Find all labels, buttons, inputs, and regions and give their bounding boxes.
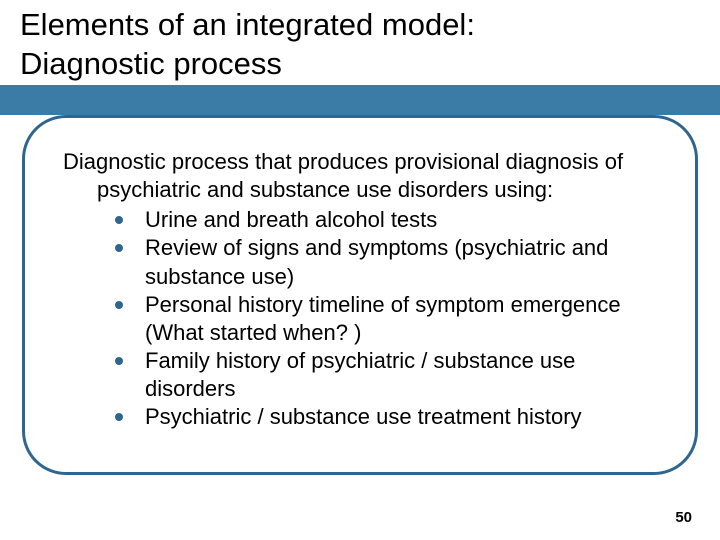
bullet-text: Review of signs and symptoms (psychiatri… [145, 235, 608, 288]
title-line-1: Elements of an integrated model: [20, 7, 475, 42]
title-accent-bar [0, 85, 720, 115]
title-region: Elements of an integrated model: Diagnos… [0, 0, 720, 120]
bullet-text: Personal history timeline of symptom eme… [145, 292, 621, 345]
bullet-text: Urine and breath alcohol tests [145, 207, 437, 232]
content-box: Diagnostic process that produces provisi… [22, 115, 698, 475]
intro-line-2: psychiatric and substance use disorders … [63, 177, 553, 202]
bullet-list: Urine and breath alcohol tests Review of… [61, 206, 665, 431]
list-item: Family history of psychiatric / substanc… [115, 347, 665, 403]
title-line-2: Diagnostic process [20, 46, 282, 81]
list-item: Urine and breath alcohol tests [115, 206, 665, 234]
list-item: Psychiatric / substance use treatment hi… [115, 403, 665, 431]
intro-text: Diagnostic process that produces provisi… [61, 148, 665, 204]
bullet-text: Psychiatric / substance use treatment hi… [145, 404, 582, 429]
list-item: Personal history timeline of symptom eme… [115, 291, 665, 347]
list-item: Review of signs and symptoms (psychiatri… [115, 234, 665, 290]
intro-line-1: Diagnostic process that produces provisi… [63, 149, 623, 174]
page-number: 50 [675, 509, 692, 526]
slide-title: Elements of an integrated model: Diagnos… [0, 0, 495, 84]
bullet-text: Family history of psychiatric / substanc… [145, 348, 575, 401]
